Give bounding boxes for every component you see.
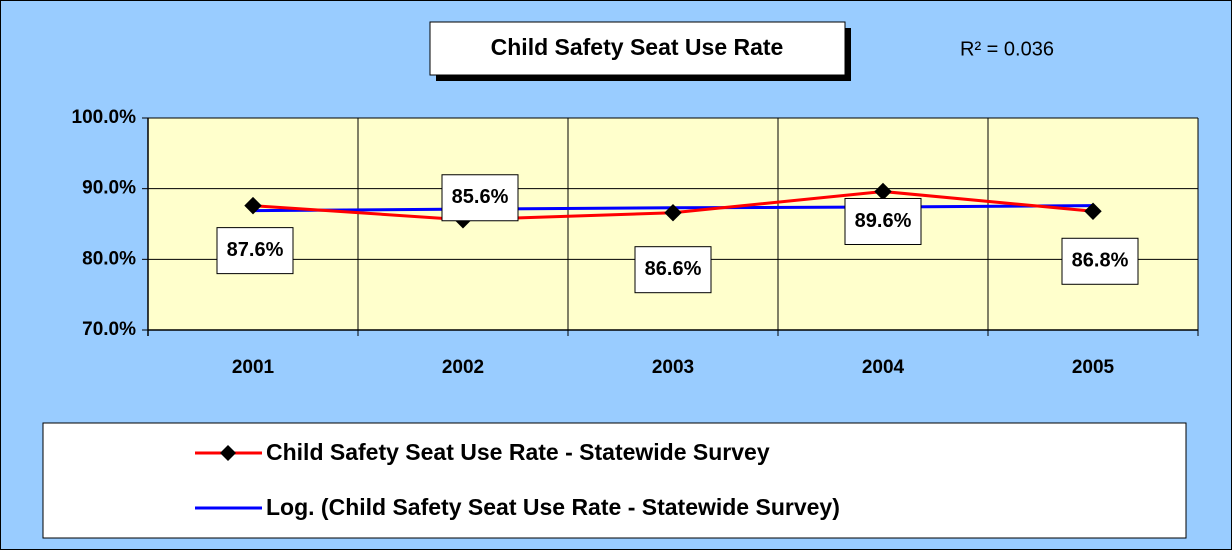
data-label-box	[216, 227, 294, 275]
plot-area	[148, 118, 1198, 330]
x-tick-label: 2002	[442, 357, 484, 378]
x-tick-label: 2004	[862, 357, 905, 378]
legend-box	[42, 422, 1187, 539]
marker	[244, 196, 262, 215]
y-tick-label: 100.0%	[72, 107, 137, 128]
marker	[664, 203, 682, 222]
y-tick-label: 70.0%	[82, 319, 136, 340]
marker	[1084, 202, 1102, 220]
data-label: 89.6%	[855, 210, 912, 232]
data-label-box	[441, 174, 519, 222]
y-tick-label: 80.0%	[82, 248, 136, 269]
r-squared: R² = 0.036	[960, 38, 1054, 60]
x-tick-label: 2003	[652, 357, 694, 378]
data-label: 87.6%	[227, 239, 284, 261]
data-label: 86.8%	[1072, 250, 1129, 272]
legend-marker	[220, 445, 236, 461]
x-tick-label: 2005	[1072, 357, 1115, 378]
legend-label: Child Safety Seat Use Rate - Statewide S…	[266, 439, 770, 465]
data-label: 85.6%	[452, 186, 509, 208]
data-label-box	[844, 197, 922, 245]
title-box	[429, 21, 846, 76]
data-label-box	[634, 246, 712, 294]
y-tick-label: 90.0%	[82, 178, 136, 199]
legend-label: Log. (Child Safety Seat Use Rate - State…	[266, 494, 840, 520]
chart-title: Child Safety Seat Use Rate	[491, 34, 784, 60]
data-label-box	[1061, 237, 1139, 285]
data-label: 86.6%	[645, 258, 702, 280]
x-tick-label: 2001	[232, 357, 275, 378]
